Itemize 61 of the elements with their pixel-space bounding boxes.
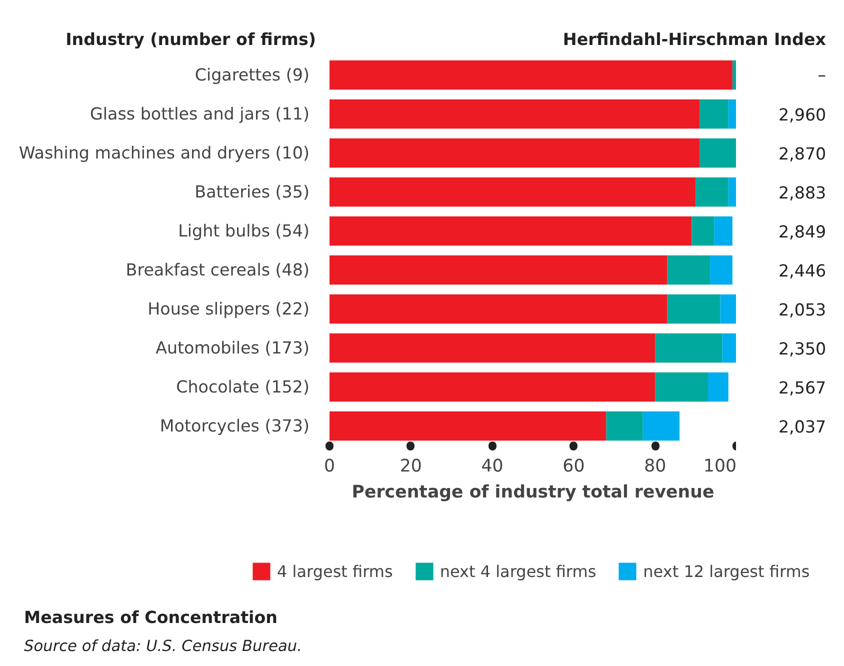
bar — [720, 294, 736, 324]
y-tick-label: Batteries (35) — [194, 182, 310, 202]
y-tick-label: Motorcycles (373) — [160, 416, 310, 436]
y-tick-label: Chocolate (152) — [176, 378, 310, 396]
bar — [330, 60, 732, 90]
text: 2,350 — [778, 340, 826, 358]
bar — [728, 177, 736, 207]
x-tick-label: 20 — [400, 456, 422, 476]
text: 2,446 — [778, 262, 826, 280]
y-tick-label: Cigarettes (9) — [194, 66, 310, 84]
bar — [330, 99, 700, 129]
y-tick-label: Breakfast cereals (48) — [126, 260, 310, 280]
bar — [330, 255, 668, 285]
y-tick-label: Light bulbs (54) — [178, 222, 310, 240]
bar — [667, 255, 710, 285]
bar — [728, 99, 736, 129]
bar — [700, 138, 736, 168]
x-tick-label: 100 — [703, 456, 737, 476]
y-tick-label: House slippers (22) — [148, 300, 310, 318]
text: Measures of Concentration — [24, 607, 278, 629]
bar — [667, 294, 720, 324]
bar — [330, 294, 668, 324]
x-tick-label: 0 — [324, 456, 336, 476]
bar — [732, 60, 736, 90]
bar — [700, 99, 728, 129]
y-axis-title: Industry (number of firms) — [66, 29, 316, 51]
bar — [642, 411, 680, 441]
legend-label: 4 largest firms — [277, 562, 393, 580]
bar — [330, 372, 656, 402]
text: Herfindahl-Hirschman Index — [562, 29, 826, 51]
x-tick-label: 60 — [562, 456, 585, 476]
text: 2,567 — [778, 378, 826, 398]
text: 2,053 — [778, 300, 826, 320]
text: 2,870 — [778, 144, 826, 164]
bar — [330, 216, 692, 246]
bar — [655, 333, 722, 363]
text: 2,883 — [778, 184, 826, 202]
bar — [606, 411, 643, 441]
bar — [696, 177, 728, 207]
bar — [330, 138, 700, 168]
x-tick-label: 40 — [481, 456, 504, 476]
bar — [330, 333, 656, 363]
y-tick-label: Washing machines and dryers (10) — [18, 144, 310, 162]
bar — [330, 177, 696, 207]
x-tick-label: 80 — [644, 456, 666, 476]
bar — [714, 216, 732, 246]
y-tick-label: Glass bottles and jars (11) — [90, 104, 310, 124]
text: – — [818, 66, 826, 84]
y-tick-label: Automobiles (173) — [156, 338, 310, 358]
bar — [710, 255, 732, 285]
text: 2,037 — [778, 418, 826, 436]
legend-label: next 4 largest firms — [440, 562, 596, 580]
bar — [722, 333, 736, 363]
source-note: Source of data: U.S. Census Bureau. — [24, 636, 302, 657]
bar — [655, 372, 708, 402]
legend-label: next 12 largest firms — [643, 562, 810, 580]
bar — [692, 216, 714, 246]
text: 2,849 — [778, 222, 826, 242]
bar — [708, 372, 728, 402]
x-axis-title: Percentage of industry total revenue — [352, 482, 714, 502]
text: 2,960 — [778, 106, 826, 124]
